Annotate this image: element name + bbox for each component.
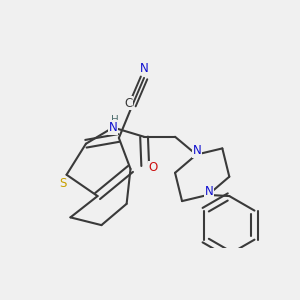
Text: S: S bbox=[59, 177, 66, 190]
Text: N: N bbox=[140, 62, 148, 75]
Text: N: N bbox=[109, 121, 117, 134]
Text: N: N bbox=[193, 144, 202, 157]
Text: C: C bbox=[124, 97, 133, 110]
Text: N: N bbox=[204, 184, 213, 197]
Text: H: H bbox=[111, 115, 119, 125]
Text: O: O bbox=[148, 161, 158, 174]
